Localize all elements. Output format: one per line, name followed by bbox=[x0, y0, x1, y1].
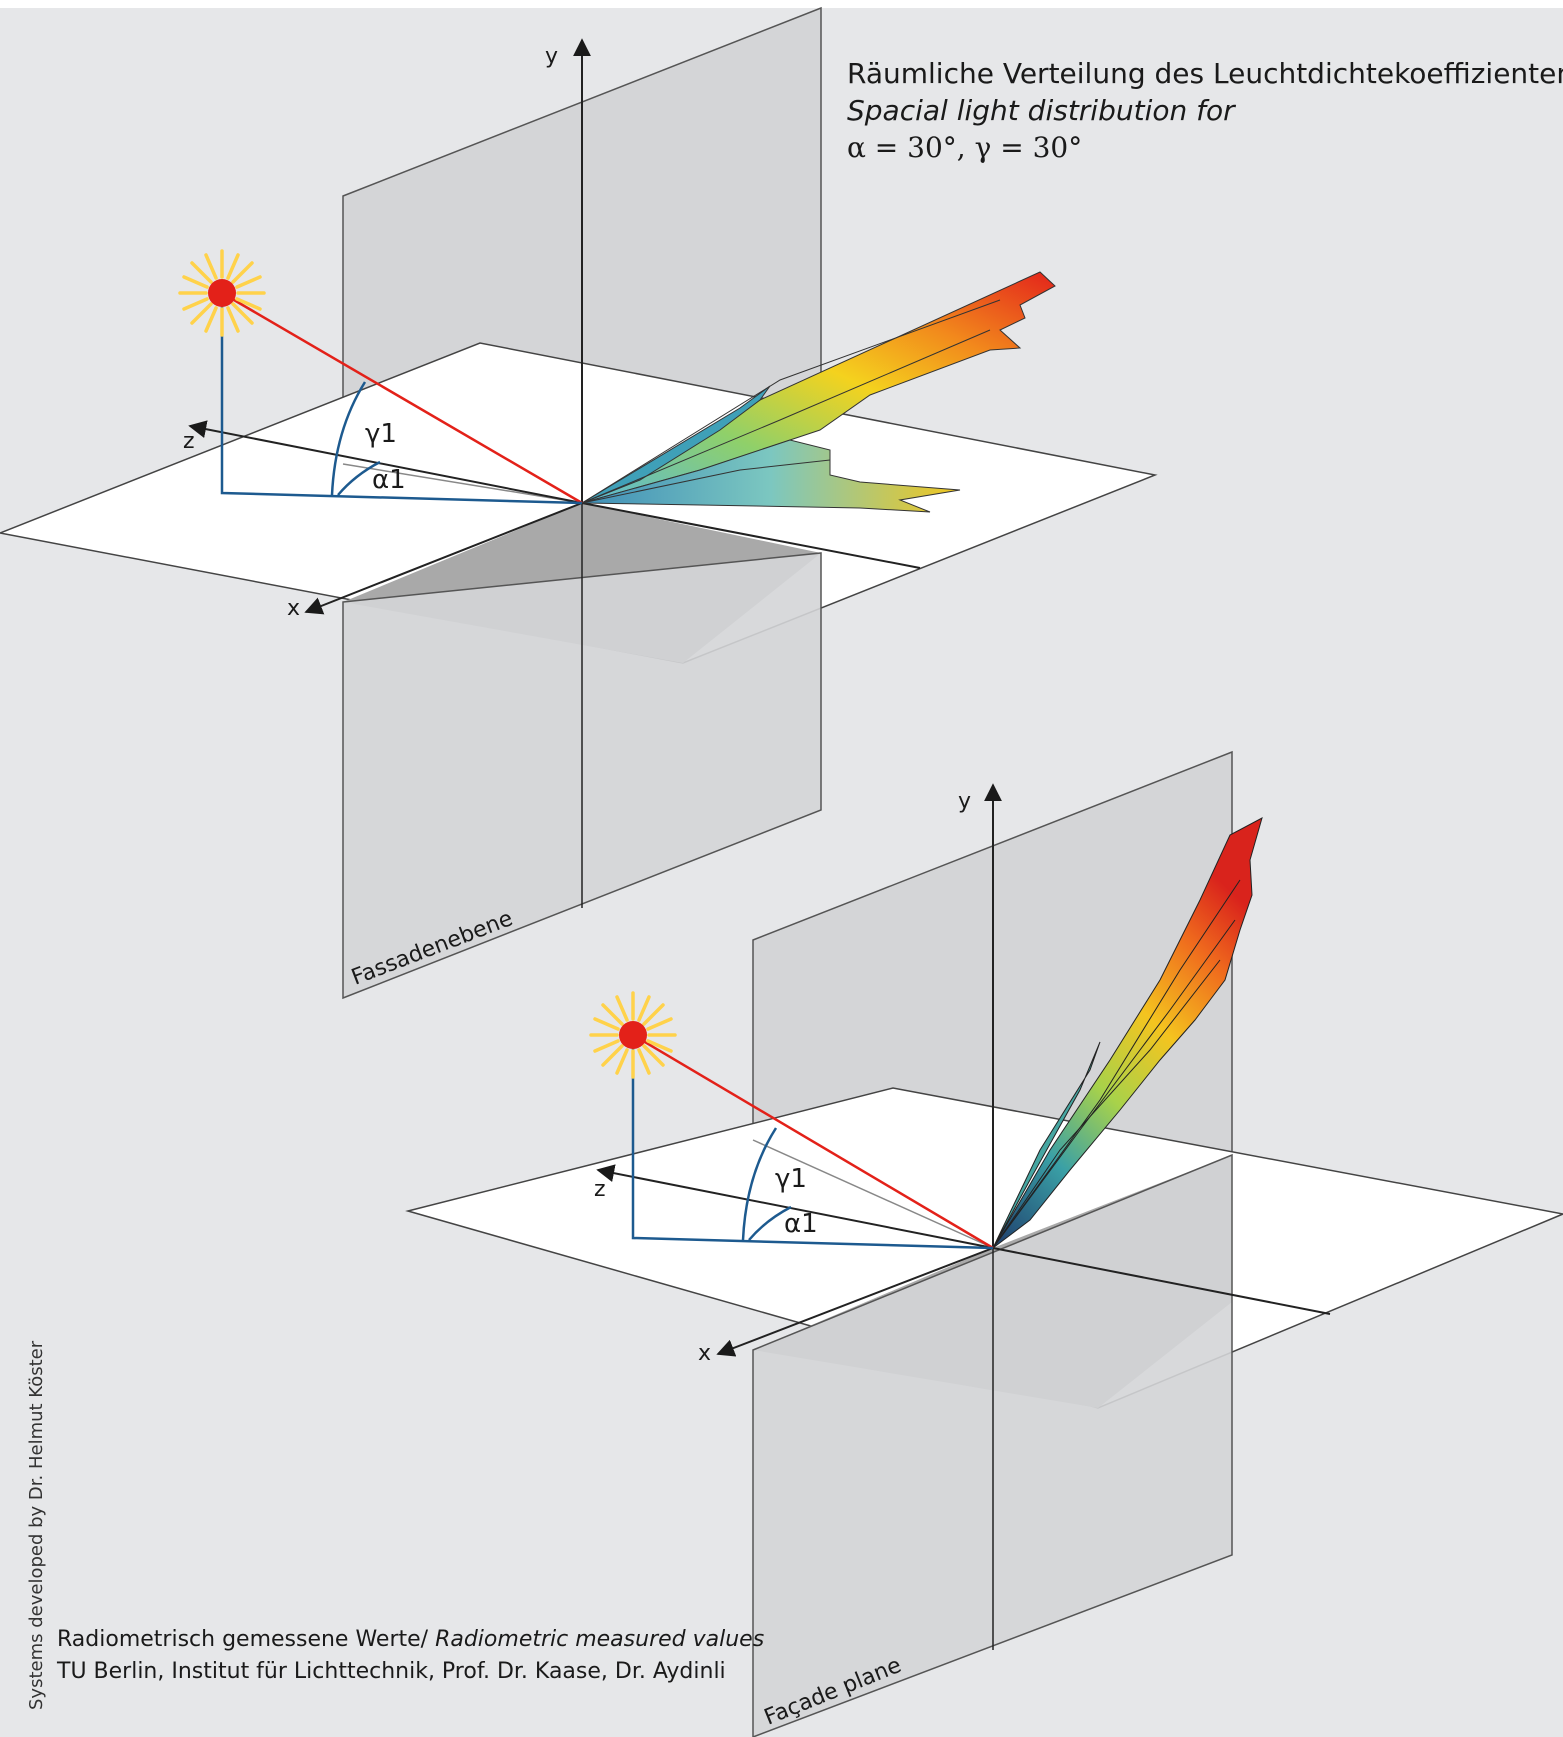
gamma-label-bottom: γ1 bbox=[775, 1164, 807, 1194]
light-lobe-bottom-contour bbox=[992, 959, 1221, 1249]
light-lobe-top-contour bbox=[581, 459, 831, 504]
ground-axis-extension-bottom bbox=[992, 1247, 1331, 1315]
angle-projection-top bbox=[220, 300, 583, 505]
alpha-label-top: α1 bbox=[372, 465, 406, 495]
y-axis-label-top: y bbox=[545, 44, 558, 69]
ground-guide-line bbox=[342, 463, 583, 504]
sun-icon bbox=[178, 249, 266, 337]
z-axis-bottom bbox=[596, 1164, 994, 1249]
sun-icon bbox=[589, 991, 677, 1079]
x-axis-label-top: x bbox=[287, 596, 300, 621]
light-lobe-top-contour bbox=[581, 329, 991, 504]
y-axis-label-bottom: y bbox=[958, 789, 971, 814]
light-lobe-top-contour bbox=[581, 299, 1001, 504]
light-lobe-bottom-contour bbox=[992, 879, 1241, 1249]
gamma-label-top: γ1 bbox=[365, 419, 397, 449]
gamma-arc-bottom bbox=[741, 1127, 778, 1241]
sun-ray-top bbox=[221, 291, 583, 505]
title-line-angles: α = 30°, γ = 30° bbox=[847, 131, 1083, 164]
credit-vertical: Systems developed by Dr. Helmut Köster bbox=[26, 1340, 47, 1710]
gamma-arc-top bbox=[330, 381, 367, 496]
light-lobe-top-lower bbox=[581, 439, 961, 513]
x-axis-bottom bbox=[716, 1247, 994, 1357]
angle-projection-bottom bbox=[631, 1042, 994, 1250]
z-axis-label-top: z bbox=[183, 429, 195, 454]
z-axis-label-bottom: z bbox=[594, 1177, 606, 1202]
alpha-arc-top bbox=[337, 460, 381, 496]
title-line-german: Räumliche Verteilung des Leuchtdichtekoe… bbox=[847, 57, 1563, 90]
light-lobe-bottom-thin bbox=[992, 1041, 1101, 1249]
footer-line-1: Radiometrisch gemessene Werte/ Radiometr… bbox=[57, 1627, 764, 1652]
alpha-label-bottom: α1 bbox=[784, 1209, 818, 1239]
ground-guide-line bbox=[752, 1139, 994, 1249]
ground-axis-extension-top bbox=[581, 502, 921, 569]
diagram-bottom: y z x γ1 α1 Façade plane bbox=[405, 750, 1563, 1737]
footer-regular-text: Radiometrisch gemessene Werte/ bbox=[57, 1627, 436, 1652]
sun-ray-bottom bbox=[632, 1033, 994, 1250]
title-line-english: Spacial light distribution for bbox=[847, 94, 1235, 127]
z-axis-top bbox=[188, 420, 583, 504]
light-lobe-top-main bbox=[581, 271, 1056, 504]
alpha-arc-bottom bbox=[748, 1205, 792, 1241]
light-lobe-bottom bbox=[992, 817, 1263, 1249]
footer-italic-text: Radiometric measured values bbox=[435, 1627, 765, 1652]
footer-line-2: TU Berlin, Institut für Lichttechnik, Pr… bbox=[57, 1659, 726, 1684]
diagram-top: y z x γ1 α1 Fassadenebene bbox=[0, 6, 1158, 1000]
x-axis-top bbox=[304, 502, 583, 615]
light-lobe-bottom-contour bbox=[992, 919, 1236, 1249]
x-axis-label-bottom: x bbox=[698, 1341, 711, 1366]
light-lobe-top-upper bbox=[581, 385, 771, 504]
